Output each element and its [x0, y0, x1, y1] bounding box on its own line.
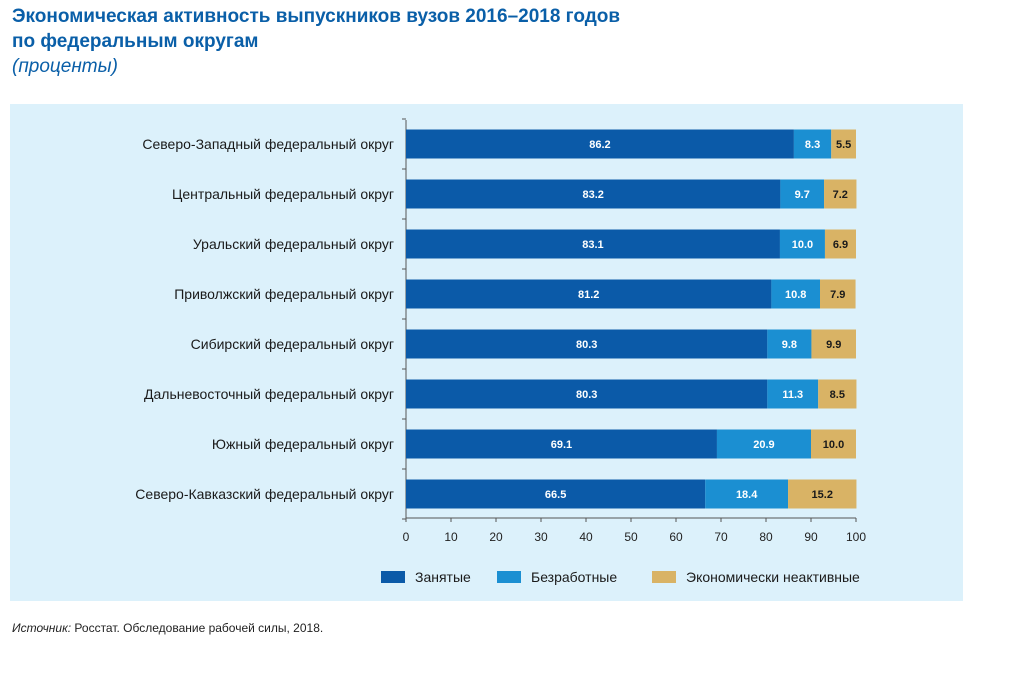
category-label: Дальневосточный федеральный округ: [144, 386, 394, 402]
category-label: Северо-Кавказский федеральный округ: [135, 486, 394, 502]
data-label: 86.2: [589, 139, 610, 151]
chart-title: Экономическая активность выпускников вуз…: [12, 4, 620, 54]
bar-segment-1: [406, 479, 706, 509]
bar-segment-1: [406, 429, 717, 459]
bar-segment-2: [767, 329, 812, 359]
bar-segment-2: [793, 129, 832, 159]
data-label: 80.3: [576, 389, 597, 401]
source-text: Росстат. Обследование рабочей силы, 2018…: [71, 621, 324, 635]
legend-label-1: Занятые: [415, 569, 471, 585]
bar-segment-3: [824, 179, 857, 209]
x-tick-label: 40: [579, 530, 593, 544]
data-label: 11.3: [782, 389, 803, 401]
bar-segment-3: [820, 279, 856, 309]
chart-title-line2: по федеральным округам: [12, 31, 259, 52]
x-tick-label: 90: [804, 530, 818, 544]
category-label: Приволжский федеральный округ: [174, 286, 394, 302]
data-label: 83.1: [582, 239, 603, 251]
bar-segment-2: [767, 379, 819, 409]
bar-segment-2: [771, 279, 820, 309]
category-label: Южный федеральный округ: [212, 436, 394, 452]
bar-segment-2: [779, 229, 825, 259]
x-tick-label: 10: [444, 530, 458, 544]
data-label: 5.5: [836, 139, 851, 151]
data-label: 9.9: [826, 339, 841, 351]
data-label: 10.0: [823, 439, 844, 451]
bar-segment-2: [780, 179, 825, 209]
data-label: 9.8: [782, 339, 797, 351]
bar-segment-3: [824, 229, 856, 259]
bar-segment-3: [788, 479, 857, 509]
legend-swatch-1: [381, 571, 405, 583]
x-tick-label: 80: [759, 530, 773, 544]
source-prefix: Источник:: [12, 621, 72, 635]
legend-swatch-3: [652, 571, 676, 583]
data-label: 20.9: [753, 439, 774, 451]
category-label: Центральный федеральный округ: [172, 186, 394, 202]
source-note: Источник: Росстат. Обследование рабочей …: [12, 621, 323, 635]
bar-segment-2: [716, 429, 811, 459]
x-tick-label: 100: [846, 530, 866, 544]
data-label: 9.7: [795, 189, 810, 201]
bar-segment-3: [811, 429, 856, 459]
data-label: 10.0: [792, 239, 813, 251]
bar-segment-1: [406, 279, 772, 309]
x-tick-label: 20: [489, 530, 503, 544]
category-label: Сибирский федеральный округ: [191, 336, 394, 352]
data-label: 15.2: [812, 489, 833, 501]
bar-segment-3: [818, 379, 857, 409]
data-label: 8.3: [805, 139, 820, 151]
x-tick-label: 70: [714, 530, 728, 544]
data-label: 6.9: [833, 239, 848, 251]
chart-subtitle: (проценты): [12, 56, 118, 77]
bar-segment-1: [406, 129, 794, 159]
bar-segment-2: [705, 479, 789, 509]
data-label: 10.8: [785, 289, 806, 301]
bar-segment-1: [406, 379, 768, 409]
data-label: 80.3: [576, 339, 597, 351]
legend-label-3: Экономически неактивные: [686, 569, 860, 585]
category-label: Северо-Западный федеральный округ: [142, 136, 394, 152]
x-tick-label: 50: [624, 530, 638, 544]
data-label: 81.2: [578, 289, 599, 301]
bar-segment-1: [406, 329, 768, 359]
data-label: 69.1: [551, 439, 572, 451]
category-label: Уральский федеральный округ: [193, 236, 394, 252]
bar-segment-3: [831, 129, 856, 159]
data-label: 83.2: [582, 189, 603, 201]
legend-swatch-2: [497, 571, 521, 583]
legend-label-2: Безработные: [531, 569, 617, 585]
chart-title-line1: Экономическая активность выпускников вуз…: [12, 6, 621, 27]
data-label: 7.9: [830, 289, 845, 301]
data-label: 7.2: [833, 189, 848, 201]
x-tick-label: 60: [669, 530, 683, 544]
bar-segment-3: [811, 329, 856, 359]
data-label: 8.5: [830, 389, 845, 401]
bar-segment-1: [406, 179, 781, 209]
data-label: 66.5: [545, 489, 566, 501]
data-label: 18.4: [736, 489, 758, 501]
bar-segment-1: [406, 229, 780, 259]
x-tick-label: 30: [534, 530, 548, 544]
x-tick-label: 0: [403, 530, 410, 544]
